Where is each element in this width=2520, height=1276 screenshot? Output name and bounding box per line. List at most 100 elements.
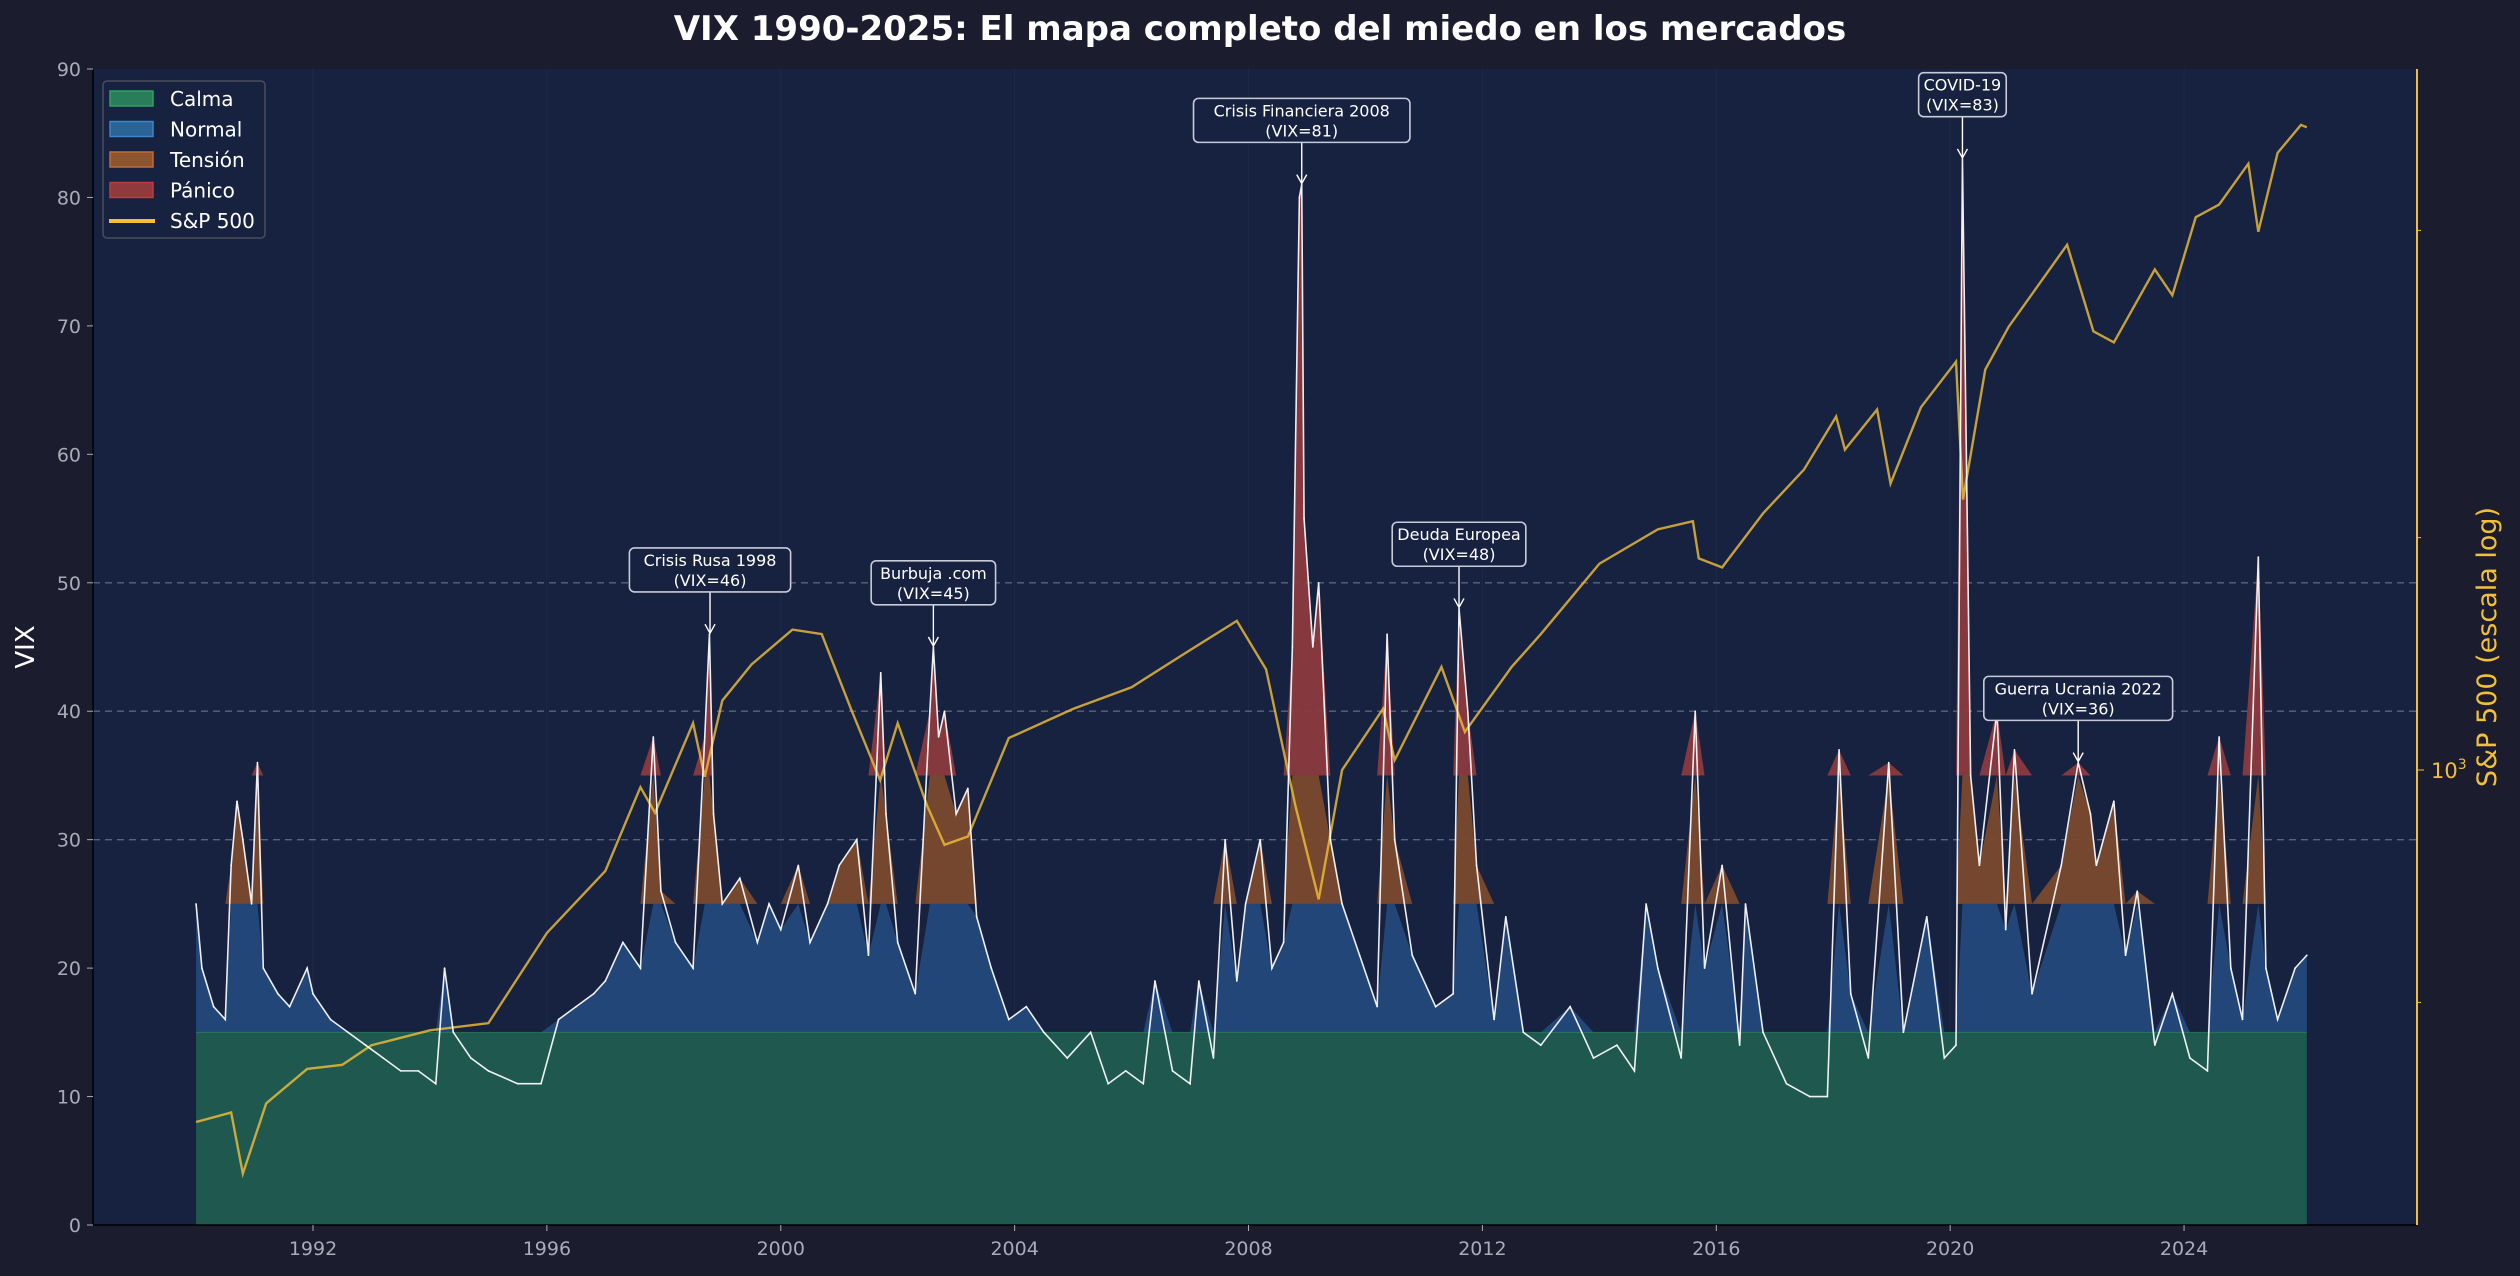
vix-point (1703, 967, 1706, 969)
annotation-title: Burbuja .com (880, 564, 987, 583)
vix-point (1680, 1057, 1682, 1059)
vix-point (914, 993, 917, 995)
vix-point (1826, 1095, 1829, 1098)
vix-point (306, 967, 308, 969)
vix-point (1317, 581, 1320, 584)
vix-point (250, 903, 253, 905)
annotation: Guerra Ucrania 2022(VIX=36) (1983, 675, 2174, 764)
vix-point (487, 1070, 490, 1072)
y-tick-label: 40 (57, 701, 81, 723)
vix-point (1762, 1031, 1764, 1034)
vix-point (674, 941, 677, 944)
vix-point (896, 941, 899, 944)
vix-point (1867, 1057, 1870, 1059)
vix-point (1969, 774, 1972, 777)
vix-point (1645, 903, 1647, 905)
vix-point (1522, 1031, 1525, 1034)
vix-point (1298, 196, 1301, 199)
series-lines (195, 123, 2308, 1179)
vix-point (1291, 646, 1294, 648)
vix-point (2306, 954, 2308, 957)
vix-point (1312, 646, 1314, 648)
vix-point (256, 761, 259, 764)
vix-point (382, 1057, 384, 1059)
vix-point (692, 967, 694, 969)
x-tick-label: 1996 (523, 1238, 571, 1260)
annotation-value: (VIX=46) (674, 571, 747, 590)
arrow-head-icon (1296, 174, 1308, 186)
annotation-value: (VIX=81) (1265, 121, 1338, 140)
y-tick-label: 30 (57, 830, 81, 852)
y-axis-label: VIX (11, 625, 41, 668)
vix-point (2113, 800, 2115, 802)
vix-point (242, 838, 244, 841)
vix-point (1212, 1057, 1215, 1059)
vix-point (1043, 1031, 1045, 1034)
vix-point (768, 903, 770, 905)
vix-point (1887, 761, 1890, 764)
vix-point (809, 941, 811, 944)
annotation-title: Guerra Ucrania 2022 (1995, 679, 2162, 698)
vix-point (1925, 915, 1928, 918)
vix-point (1943, 1057, 1946, 1059)
vix-point (1089, 1031, 1092, 1034)
vix-point (703, 736, 706, 738)
vix-point (347, 1031, 349, 1034)
vix-point (879, 671, 882, 674)
vix-point (855, 838, 858, 841)
vix-point (224, 1018, 227, 1021)
vix-point (417, 1070, 420, 1072)
arrow-head-icon (704, 623, 716, 635)
annotation-title: Crisis Rusa 1998 (644, 551, 777, 570)
vix-point (236, 800, 238, 802)
vix-point (1358, 954, 1361, 957)
vix-point (712, 813, 715, 815)
vix-point (2189, 1057, 2191, 1059)
vix-point (230, 864, 232, 867)
sp500-line (195, 123, 2308, 1179)
vix-point (622, 941, 624, 944)
vix-point (1329, 838, 1332, 841)
vix-point (1007, 1018, 1010, 1021)
arrow-head-icon (1453, 598, 1465, 609)
vix-point (1569, 1005, 1571, 1008)
vix-point (1978, 864, 1981, 867)
legend-swatch-calma (109, 90, 154, 107)
legend-label: Calma (170, 87, 234, 111)
vix-point (1124, 1070, 1127, 1072)
y-tick-label: 70 (57, 316, 81, 338)
vix-point (1189, 1082, 1191, 1085)
vix-point (1393, 838, 1396, 841)
annotation-box (628, 547, 792, 593)
vix-point (1244, 903, 1247, 905)
vix-point (1721, 864, 1723, 867)
vix-point (990, 967, 993, 969)
vix-point (1434, 1005, 1437, 1008)
y-tick-label: 90 (57, 59, 81, 81)
vix-point (2276, 1018, 2279, 1021)
vix-point (2230, 967, 2232, 969)
vix-point (2060, 864, 2063, 867)
regime-band-calma (196, 1032, 2307, 1225)
vix-point (540, 1082, 542, 1085)
vix-point (1616, 1044, 1618, 1046)
vix-point (885, 813, 887, 815)
vix-point (364, 1044, 367, 1046)
vix-point (452, 1031, 455, 1034)
vix-point (2013, 748, 2016, 751)
vix-point (1107, 1082, 1109, 1085)
regime-band-normal (196, 903, 2307, 1033)
annotation-box (1192, 97, 1411, 144)
vix-point (1376, 1005, 1378, 1008)
annotation-box (1983, 675, 2174, 722)
annotation: Deuda Europea(VIX=48) (1391, 521, 1527, 609)
legend-frame (102, 80, 266, 239)
vix-point (2265, 967, 2267, 969)
annotation: Crisis Financiera 2008(VIX=81) (1192, 97, 1411, 186)
vix-point (967, 787, 969, 790)
x-tick-label: 2000 (757, 1238, 805, 1260)
y-tick-label: 0 (69, 1215, 81, 1237)
vix-point (470, 1057, 472, 1059)
vix-point (1657, 967, 1659, 969)
